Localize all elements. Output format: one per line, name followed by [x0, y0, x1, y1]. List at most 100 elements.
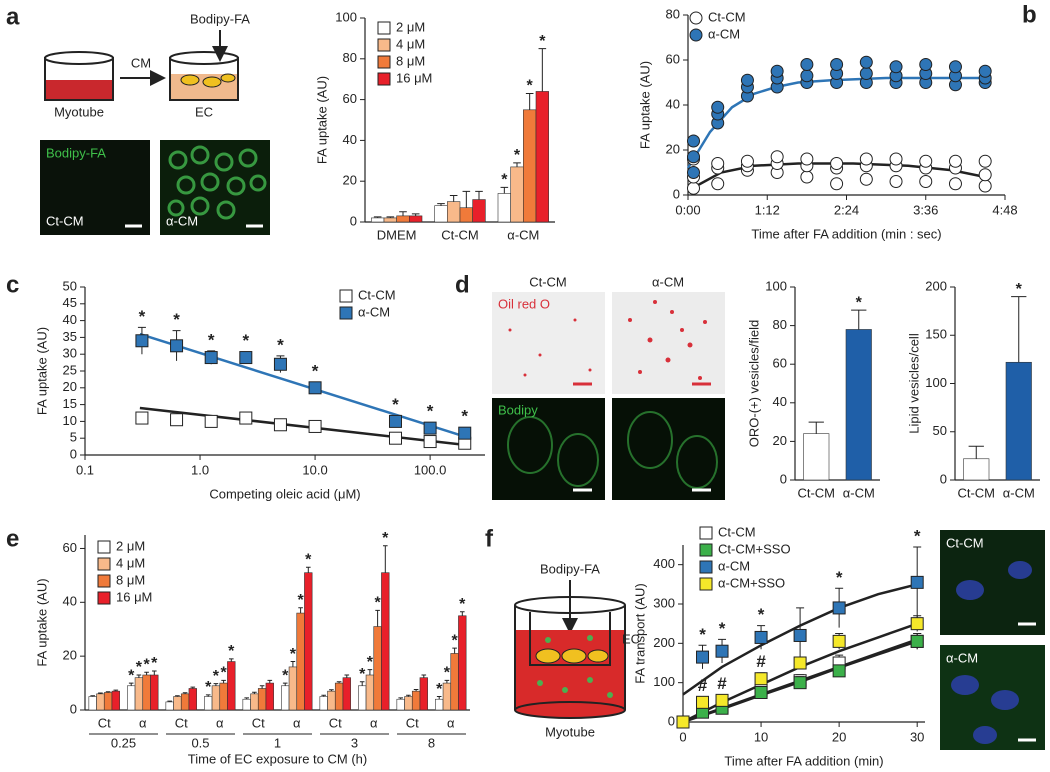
error-bar — [851, 309, 867, 330]
error-bar — [267, 679, 273, 684]
error-bar — [373, 216, 382, 218]
y-tick-label: 20 — [343, 173, 357, 188]
significance: * — [514, 147, 521, 164]
point — [754, 686, 768, 699]
error-bar — [386, 216, 395, 218]
point — [919, 154, 933, 168]
legend-swatch — [377, 55, 391, 69]
x-tick-label: 10 — [754, 729, 768, 744]
legend-swatch — [97, 574, 111, 588]
y-tick-label: 100 — [335, 9, 357, 24]
error-bar — [190, 686, 196, 689]
significance: * — [282, 667, 289, 684]
legend-label: α-CM — [358, 304, 390, 319]
point — [800, 170, 814, 184]
error-bar — [500, 186, 509, 194]
significance: * — [367, 654, 374, 671]
x-tick-label: Ct-CM — [957, 485, 995, 500]
bar — [296, 612, 305, 711]
error-bar — [321, 694, 327, 697]
y-tick-label: 40 — [773, 394, 787, 409]
significance: * — [856, 294, 863, 311]
error-bar — [282, 682, 288, 686]
y-tick-label: 40 — [63, 594, 77, 609]
y-axis-title: FA uptake (AU) — [34, 327, 49, 415]
micrographs-d: Ct-CM α-CM Oil red O Bodipy — [492, 274, 725, 500]
point — [423, 421, 437, 435]
significance: * — [719, 619, 726, 638]
column-label: Ct-CM — [529, 274, 567, 289]
y-tick-label: 60 — [343, 91, 357, 106]
error-bar — [399, 211, 407, 216]
significance: * — [305, 552, 312, 569]
y-tick-label: 0 — [350, 213, 357, 228]
error-bar — [336, 681, 342, 684]
x-tick-label: 0 — [679, 729, 686, 744]
y-tick-label: 0 — [70, 446, 77, 461]
image-label: α-CM — [166, 213, 198, 228]
y-tick-label: 400 — [653, 556, 675, 571]
point — [388, 431, 402, 445]
error-bar — [244, 697, 250, 700]
error-bar — [290, 661, 296, 667]
error-bar — [98, 692, 103, 694]
point — [978, 64, 992, 78]
error-bar — [808, 421, 824, 434]
bar — [396, 215, 410, 223]
y-tick-label: 0 — [940, 471, 947, 486]
x-tick-label: 1.0 — [191, 462, 209, 477]
significance: * — [461, 407, 468, 426]
x-axis-title: Time after FA addition (min : sec) — [751, 226, 941, 241]
point — [204, 414, 218, 428]
image-label: Ct-CM — [946, 535, 984, 550]
significance: * — [1016, 281, 1023, 298]
point — [696, 650, 710, 664]
error-bar — [136, 674, 142, 678]
error-bar — [538, 48, 547, 92]
panel-label: c — [6, 271, 19, 298]
legend-swatch — [97, 591, 111, 605]
legend-swatch — [339, 306, 353, 320]
bar — [1005, 361, 1032, 481]
bar — [381, 572, 390, 711]
legend-label: α-CM — [708, 26, 740, 41]
fit-line — [139, 406, 465, 447]
point — [715, 693, 729, 707]
y-axis-title: FA uptake (AU) — [34, 578, 49, 666]
bar — [442, 682, 452, 711]
point — [770, 64, 784, 78]
dish-label: EC — [195, 104, 213, 119]
error-bar — [513, 162, 521, 167]
micrograph — [940, 530, 1045, 635]
chamber-label: Myotube — [545, 724, 595, 739]
error-bar — [128, 682, 134, 686]
x-tick-label: Ct-CM — [441, 227, 479, 242]
significance: # — [698, 676, 708, 695]
error-bar — [444, 679, 450, 684]
legend-label: 4 μM — [396, 36, 425, 51]
point — [859, 55, 873, 69]
error-bar — [344, 674, 350, 678]
arrow-label: CM — [131, 55, 151, 70]
y-tick-label: 0 — [780, 471, 787, 486]
bar — [371, 217, 385, 223]
error-bar — [968, 445, 984, 459]
x-tick-label: 100.0 — [414, 462, 447, 477]
probe-label: Bodipy-FA — [190, 11, 250, 26]
point — [832, 664, 846, 678]
significance: * — [290, 646, 297, 663]
fit-line — [139, 332, 466, 438]
error-bar — [452, 647, 457, 654]
x-tick-label: 0:00 — [675, 202, 700, 217]
legend-swatch — [339, 289, 353, 303]
x-tick-label: 0.1 — [76, 462, 94, 477]
bar — [411, 690, 421, 711]
point — [800, 152, 814, 166]
fit-line — [687, 162, 986, 192]
bar — [450, 653, 459, 711]
y-tick-label: 80 — [343, 50, 357, 65]
point — [859, 152, 873, 166]
error-bar — [175, 695, 180, 697]
x-tick-label: α — [447, 715, 455, 730]
significance: * — [914, 526, 921, 545]
